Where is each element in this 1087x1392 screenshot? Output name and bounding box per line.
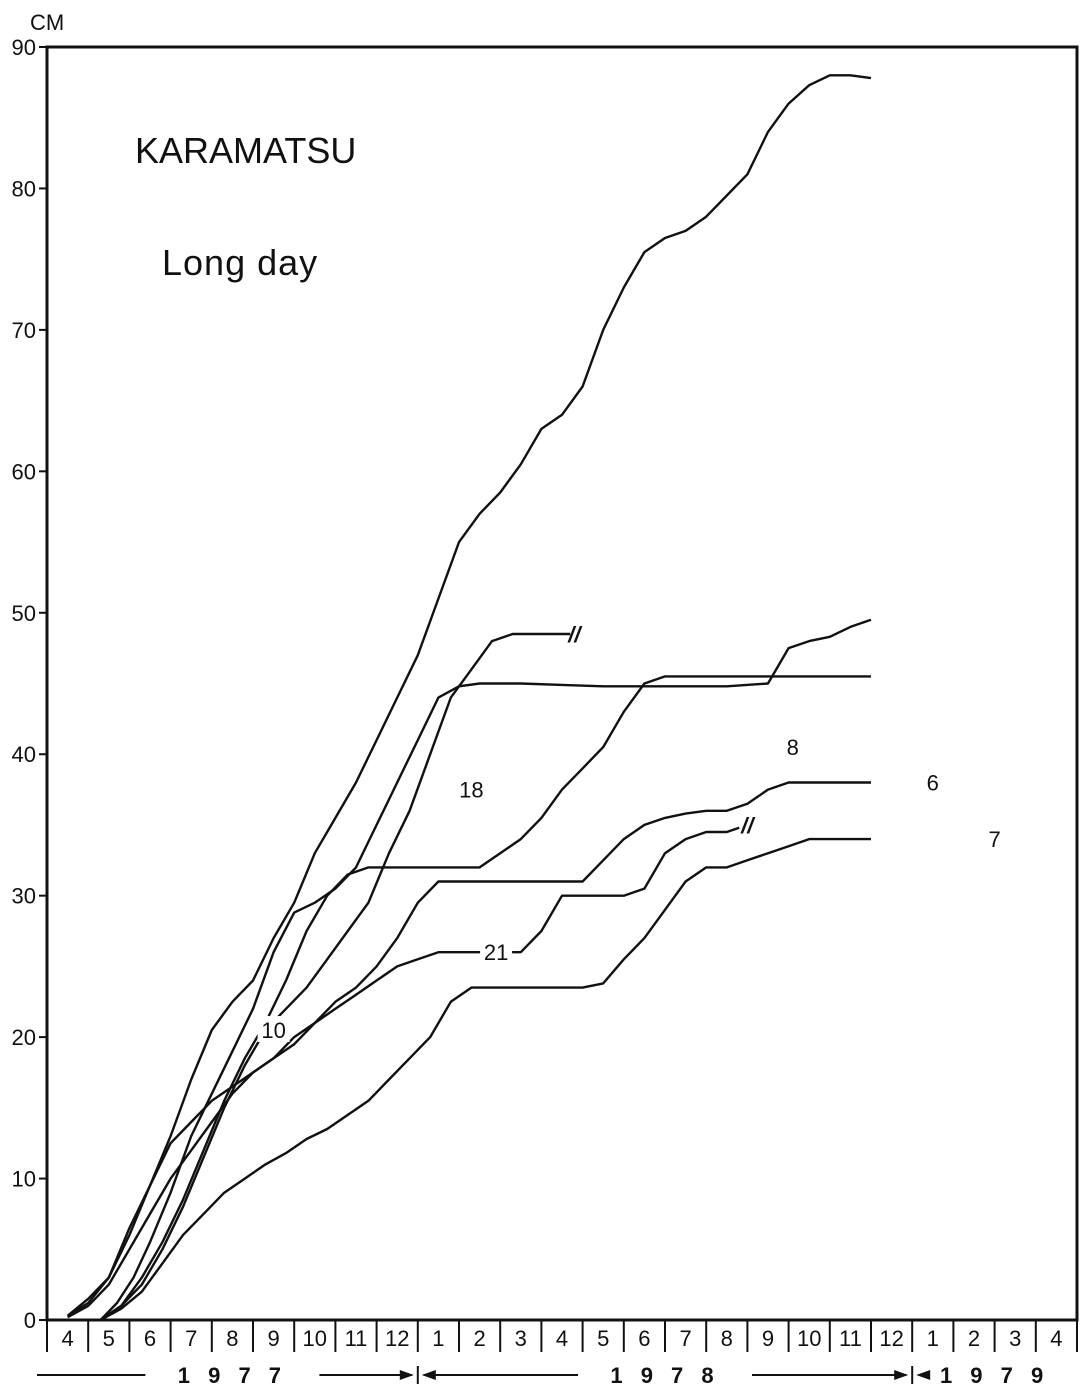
x-tick-label: 10 [303,1326,327,1351]
series-label-10: 10 [261,1018,285,1043]
x-tick-label: 3 [515,1326,527,1351]
y-tick-label: 30 [12,884,36,909]
x-tick-label: 1 [927,1326,939,1351]
break-mark: // [740,813,756,838]
y-tick-label: 70 [12,318,36,343]
year-label: 1 9 7 7 [178,1363,287,1388]
x-tick-label: 3 [1009,1326,1021,1351]
x-tick-label: 11 [345,1326,368,1351]
x-axis-ticks: 4 5 6 7 8 9 10 11 12 1 2 3 4 5 6 7 8 9 10 11 12 1 2 3 4 [46,1320,1078,1352]
break-mark: // [567,622,583,647]
series-line-6 [66,781,871,1317]
year-arrow [399,1370,414,1380]
year-label: 1 9 7 8 [610,1363,719,1388]
series-line-10 [99,618,872,1321]
x-tick-label: 4 [61,1326,73,1351]
plot-frame [45,45,1079,1322]
y-tick-label: 10 [12,1167,36,1192]
year-label: 1 9 7 9 [940,1363,1049,1388]
series-line-21 [67,826,740,1319]
x-tick-label: 9 [267,1326,279,1351]
y-axis-ticks: 0 10 20 30 40 50 60 70 80 90 [12,35,47,1333]
series-line-18 [99,632,571,1321]
chart-subtitle: Long day [162,242,318,283]
break-marks: // // [567,622,756,838]
y-tick-label: 80 [12,176,36,201]
x-tick-label: 6 [638,1326,650,1351]
x-tick-label: 7 [679,1326,691,1351]
x-tick-label: 7 [185,1326,197,1351]
series-label-7: 7 [988,827,1000,852]
series-line-7 [100,837,871,1322]
y-tick-label: 20 [12,1025,36,1050]
x-tick-label: 6 [144,1326,156,1351]
y-tick-label: 40 [12,742,36,767]
year-arrow [916,1370,931,1380]
x-tick-label: 8 [721,1326,733,1351]
series-label-21: 21 [484,940,508,965]
x-tick-label: 9 [762,1326,774,1351]
year-labels: 1 9 7 7 1 9 7 8 1 9 7 9 [37,1363,1049,1388]
series-label-18: 18 [459,778,483,803]
series-label-bg [978,825,1011,852]
x-tick-label: 11 [839,1326,862,1351]
x-tick-label: 2 [968,1326,980,1351]
year-arrow [421,1370,436,1380]
year-arrow [894,1370,909,1380]
series-label-8: 8 [787,735,799,760]
axes [45,45,1079,1322]
series-label-bg [480,938,513,965]
y-tick-label: 0 [24,1308,36,1333]
x-tick-label: 4 [1050,1326,1062,1351]
y-tick-label: 60 [12,459,36,484]
series-line-8 [99,675,871,1321]
y-tick-label: 50 [12,601,36,626]
series-label-bg [776,733,809,760]
x-tick-label: 1 [432,1326,444,1351]
series-lines [66,74,872,1322]
y-axis-label: CM [30,10,64,35]
series-label-bg [257,1016,290,1043]
chart-title: KARAMATSU [135,130,356,171]
x-tick-label: 12 [385,1326,409,1351]
series-label-bg [916,768,949,795]
series-label-6: 6 [927,771,939,796]
x-tick-label: 5 [103,1326,115,1351]
x-tick-label: 10 [797,1326,821,1351]
x-tick-label: 8 [226,1326,238,1351]
x-tick-label: 5 [597,1326,609,1351]
x-tick-label: 12 [879,1326,903,1351]
series-label-bg [455,775,488,802]
series-labels: 23101886217 [257,733,1011,1043]
series-line-23 [66,74,872,1317]
x-tick-label: 4 [556,1326,568,1351]
y-tick-label: 90 [12,35,36,60]
x-tick-label: 2 [473,1326,485,1351]
